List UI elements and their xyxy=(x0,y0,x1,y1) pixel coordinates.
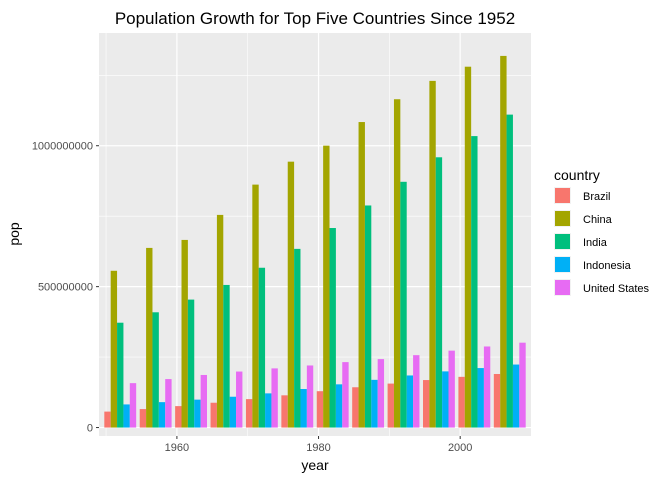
bar-united-states-1957 xyxy=(165,379,172,428)
bar-brazil-2002 xyxy=(458,376,465,428)
bar-china-1962 xyxy=(181,239,188,428)
legend-label-brazil: Brazil xyxy=(583,191,611,203)
legend-label-indonesia: Indonesia xyxy=(583,260,632,272)
legend-key-united-states xyxy=(555,280,570,295)
bar-indonesia-1952 xyxy=(123,404,130,428)
legend-key-china xyxy=(555,211,570,226)
bar-united-states-1977 xyxy=(306,365,314,428)
bar-brazil-1962 xyxy=(175,406,182,428)
x-tick-label: 1980 xyxy=(306,442,330,454)
bar-india-1952 xyxy=(117,322,124,428)
bar-united-states-2002 xyxy=(483,346,491,428)
bar-china-2007 xyxy=(500,55,507,428)
bar-brazil-1977 xyxy=(281,395,288,428)
bar-brazil-1997 xyxy=(423,380,430,428)
bar-indonesia-1992 xyxy=(406,375,414,428)
minor-gridlines xyxy=(99,33,531,436)
bar-indonesia-1982 xyxy=(335,384,343,428)
y-tick-label: 0 xyxy=(87,423,93,435)
x-axis: 1960 1980 2000 xyxy=(165,436,472,454)
bar-china-1992 xyxy=(393,99,401,428)
legend-key-india xyxy=(555,234,570,249)
bar-china-1957 xyxy=(146,247,153,428)
bar-brazil-1957 xyxy=(139,409,147,428)
bar-india-1977 xyxy=(294,248,301,428)
bar-united-states-2007 xyxy=(519,342,526,428)
bar-brazil-1982 xyxy=(316,391,324,428)
bar-indonesia-1962 xyxy=(194,399,201,428)
bar-china-1982 xyxy=(323,145,330,428)
bar-united-states-1972 xyxy=(271,368,278,428)
bar-indonesia-1972 xyxy=(265,393,272,428)
bar-india-2007 xyxy=(506,114,513,428)
bar-brazil-2007 xyxy=(493,373,501,428)
bar-china-1977 xyxy=(287,161,295,428)
bar-brazil-1987 xyxy=(352,387,359,428)
bar-india-1992 xyxy=(400,181,407,428)
bar-china-1967 xyxy=(216,214,224,428)
bar-united-states-1997 xyxy=(448,350,455,428)
bar-india-2002 xyxy=(471,136,478,428)
bar-united-states-1987 xyxy=(377,359,385,428)
bar-indonesia-2007 xyxy=(512,364,520,428)
x-tick-label: 2000 xyxy=(448,442,472,454)
bar-brazil-1992 xyxy=(387,383,394,428)
legend-key-indonesia xyxy=(555,257,570,272)
bar-united-states-1967 xyxy=(236,371,243,428)
y-tick-label: 1000000000 xyxy=(32,141,93,153)
plot-panel xyxy=(99,33,531,436)
legend-title: country xyxy=(554,167,600,183)
legend-label-china: China xyxy=(583,214,613,226)
bar-china-1987 xyxy=(358,122,365,428)
bar-indonesia-1987 xyxy=(371,379,378,428)
bar-united-states-1952 xyxy=(129,383,137,428)
bars xyxy=(104,55,526,428)
bar-indonesia-1957 xyxy=(158,402,166,428)
bar-india-1972 xyxy=(258,267,266,428)
legend-key-brazil xyxy=(555,188,570,203)
bar-india-1957 xyxy=(152,312,159,428)
bar-china-1952 xyxy=(110,270,118,428)
bar-brazil-1972 xyxy=(245,399,253,428)
bar-united-states-1962 xyxy=(200,374,207,428)
legend-label-united-states: United States xyxy=(583,283,650,295)
bar-china-1972 xyxy=(252,184,259,428)
bar-india-1997 xyxy=(435,157,443,428)
y-axis-title: pop xyxy=(6,222,22,246)
bar-china-2002 xyxy=(464,66,472,428)
bar-united-states-1982 xyxy=(342,362,349,428)
legend-label-india: India xyxy=(583,237,608,249)
bar-brazil-1952 xyxy=(104,411,111,428)
legend: country Brazil China India Indonesia United … xyxy=(554,167,650,296)
bar-indonesia-1997 xyxy=(442,371,449,428)
bar-india-1967 xyxy=(223,284,230,428)
chart-title: Population Growth for Top Five Countries… xyxy=(115,9,515,28)
x-tick-label: 1960 xyxy=(165,442,189,454)
y-axis: 0 500000000 1000000000 xyxy=(32,141,99,435)
bar-united-states-1992 xyxy=(413,355,420,428)
bar-indonesia-1967 xyxy=(229,396,237,428)
bar-china-1997 xyxy=(429,80,436,428)
bar-india-1987 xyxy=(364,205,372,428)
x-axis-title: year xyxy=(301,457,329,473)
bar-indonesia-1977 xyxy=(300,389,307,428)
bar-indonesia-2002 xyxy=(477,368,484,428)
bar-india-1982 xyxy=(329,228,336,428)
bar-india-1962 xyxy=(187,299,195,428)
bar-brazil-1967 xyxy=(210,402,217,428)
y-tick-label: 500000000 xyxy=(38,282,93,294)
